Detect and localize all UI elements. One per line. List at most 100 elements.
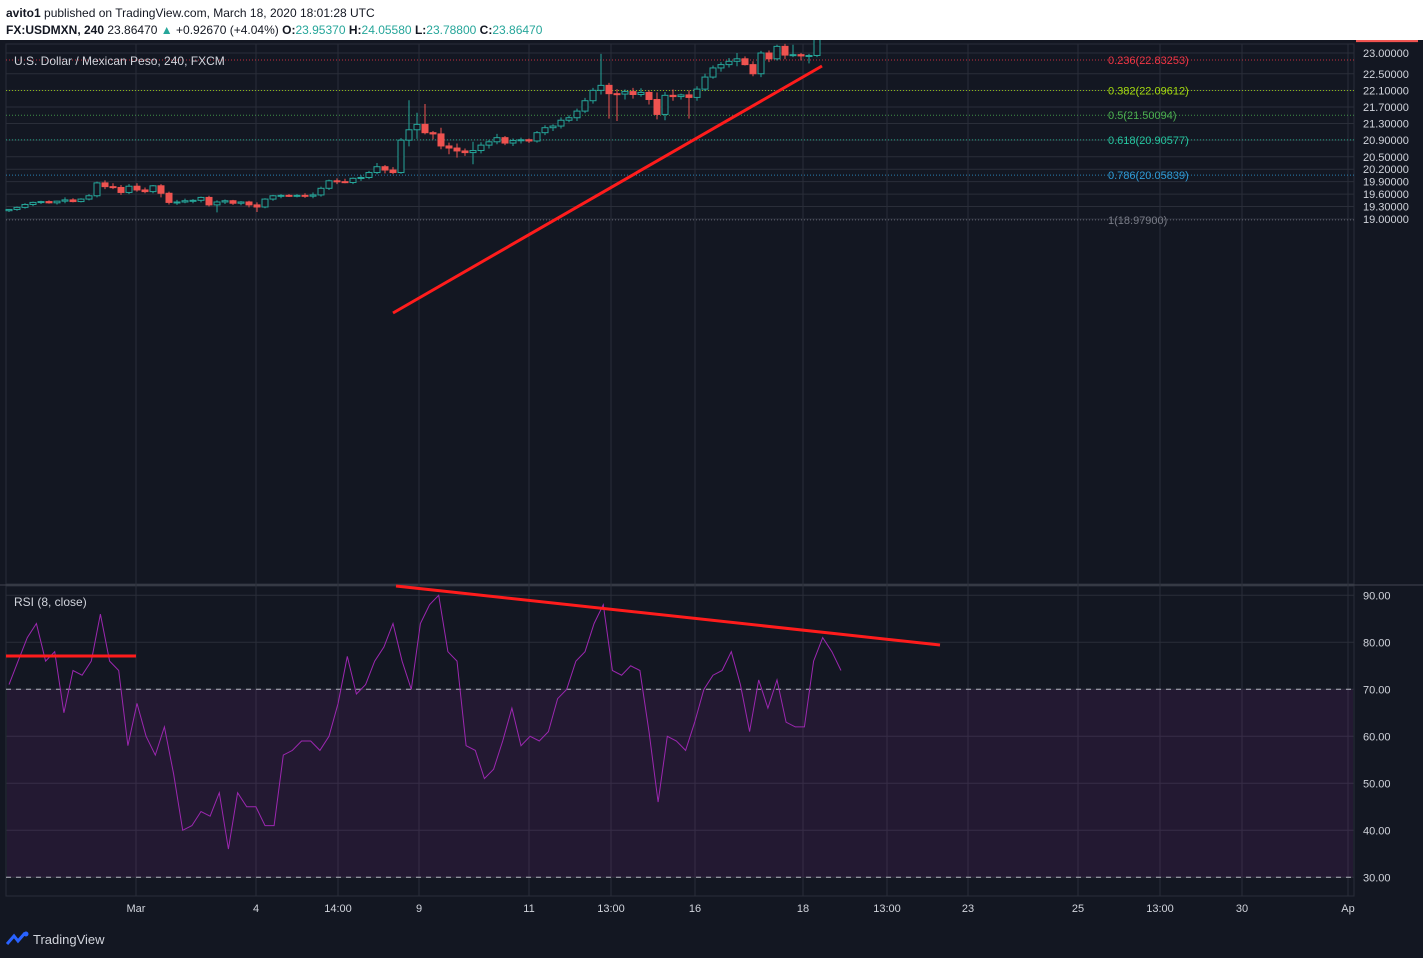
- candle-body: [293, 194, 301, 197]
- candle-body: [101, 182, 109, 188]
- x-tick-label: 4: [253, 903, 259, 915]
- rsi-tick-label: 50.00: [1363, 778, 1391, 790]
- candle-body: [133, 185, 141, 191]
- candle-body: [717, 64, 725, 69]
- candle-body: [525, 139, 533, 142]
- candle-body: [605, 84, 613, 95]
- candle-body: [389, 169, 397, 174]
- candle-body: [533, 132, 541, 142]
- candle-body: [397, 139, 405, 174]
- fib-level-label: 0.5(21.50094): [1108, 110, 1177, 122]
- candle-body: [189, 199, 197, 202]
- candle-body: [245, 201, 253, 206]
- candle-body: [237, 201, 245, 204]
- up-arrow-icon: ▲: [160, 23, 173, 37]
- candle-body: [485, 141, 493, 146]
- publisher-name[interactable]: avito1: [6, 6, 41, 20]
- candle-body: [341, 181, 349, 184]
- candle-body: [589, 89, 597, 102]
- rsi-line: [8, 594, 842, 850]
- candle-body: [597, 84, 605, 91]
- rsi-title: RSI (8, close): [14, 595, 87, 609]
- candle-body: [141, 189, 149, 193]
- candle-body: [205, 196, 213, 206]
- candle-body: [581, 100, 589, 112]
- tradingview-brand[interactable]: TradingView: [33, 932, 105, 947]
- chart-title: U.S. Dollar / Mexican Peso, 240, FXCM: [14, 54, 225, 68]
- candle-body: [285, 194, 293, 197]
- fib-level-label: 1(18.97900): [1108, 215, 1167, 227]
- fibonacci-retracement[interactable]: 0(24.02289)0.236(22.83253)0.382(22.09612…: [6, 40, 1354, 227]
- low-label: L:: [414, 23, 427, 37]
- candle-body: [661, 94, 669, 115]
- ohlc-line: FX:USDMXN, 240 23.86470 ▲ +0.92670 (+4.0…: [6, 23, 542, 37]
- candle-body: [61, 199, 69, 202]
- candle-body: [381, 166, 389, 171]
- candle-body: [85, 195, 93, 200]
- candle-body: [117, 186, 125, 193]
- candle-body: [229, 200, 237, 204]
- tradingview-logo-icon[interactable]: [6, 931, 30, 947]
- candle-body: [261, 198, 269, 208]
- fib-level-label: 0.382(22.09612): [1108, 86, 1189, 98]
- rsi-band-fill: [7, 689, 1353, 878]
- candle-body: [653, 98, 661, 115]
- x-tick-label: 23: [962, 903, 974, 915]
- candle-body: [645, 91, 653, 100]
- rsi-tick-label: 90.00: [1363, 590, 1391, 602]
- price-tick-label: 22.10000: [1363, 85, 1409, 97]
- price-tick-label: 19.30000: [1363, 202, 1409, 214]
- candle-body: [333, 180, 341, 183]
- candle-body: [453, 147, 461, 152]
- candle-body: [461, 150, 469, 154]
- trend-lines[interactable]: [6, 64, 941, 658]
- rsi-tick-label: 70.00: [1363, 684, 1391, 696]
- candle-body: [805, 54, 813, 57]
- candle-body: [797, 54, 805, 57]
- footer: TradingView: [0, 922, 1423, 958]
- fib-level-label: 0.786(20.05839): [1108, 170, 1189, 182]
- candle-body: [13, 206, 21, 210]
- close-label: C:: [479, 23, 493, 37]
- candle-body: [621, 91, 629, 95]
- symbol-label: FX:USDMXN, 240: [6, 23, 105, 37]
- candle-body: [725, 60, 733, 66]
- candle-body: [541, 127, 549, 134]
- rsi-tick-label: 30.00: [1363, 872, 1391, 884]
- candle-body: [693, 88, 701, 98]
- candle-body: [125, 185, 133, 193]
- chart-area[interactable]: 0(24.02289)0.236(22.83253)0.382(22.09612…: [0, 40, 1423, 922]
- candle-body: [517, 139, 525, 142]
- candle-body: [613, 93, 621, 96]
- candle-body: [221, 200, 229, 203]
- rsi-tick-label: 60.00: [1363, 731, 1391, 743]
- candle-body: [469, 150, 477, 154]
- candle-body: [253, 204, 261, 208]
- candle-body: [301, 194, 309, 197]
- candle-body: [573, 110, 581, 119]
- candle-body: [509, 140, 517, 144]
- candle-body: [37, 201, 45, 204]
- x-tick-label: Mar: [127, 903, 146, 915]
- candle-body: [749, 64, 757, 75]
- candle-body: [733, 58, 741, 62]
- candle-body: [373, 166, 381, 174]
- fib-level-label: 0.236(22.83253): [1108, 55, 1189, 67]
- low-value: 23.78800: [426, 23, 477, 37]
- candle-body: [445, 145, 453, 149]
- candle-body: [165, 192, 173, 203]
- grid: [0, 43, 1423, 897]
- publish-line: avito1 published on TradingView.com, Mar…: [6, 6, 375, 20]
- candle-body: [637, 91, 645, 95]
- candle-body: [629, 91, 637, 96]
- price-tick-label: 22.50000: [1363, 69, 1409, 81]
- candle-body: [429, 132, 437, 135]
- price-trend-line: [392, 64, 823, 315]
- candle-body: [213, 201, 221, 206]
- published-text: published on TradingView.com, March 18, …: [44, 6, 375, 20]
- candle-body: [317, 187, 325, 196]
- candle-body: [765, 52, 773, 60]
- high-label: H:: [348, 23, 362, 37]
- rsi-tick-label: 80.00: [1363, 637, 1391, 649]
- candle-body: [77, 198, 85, 203]
